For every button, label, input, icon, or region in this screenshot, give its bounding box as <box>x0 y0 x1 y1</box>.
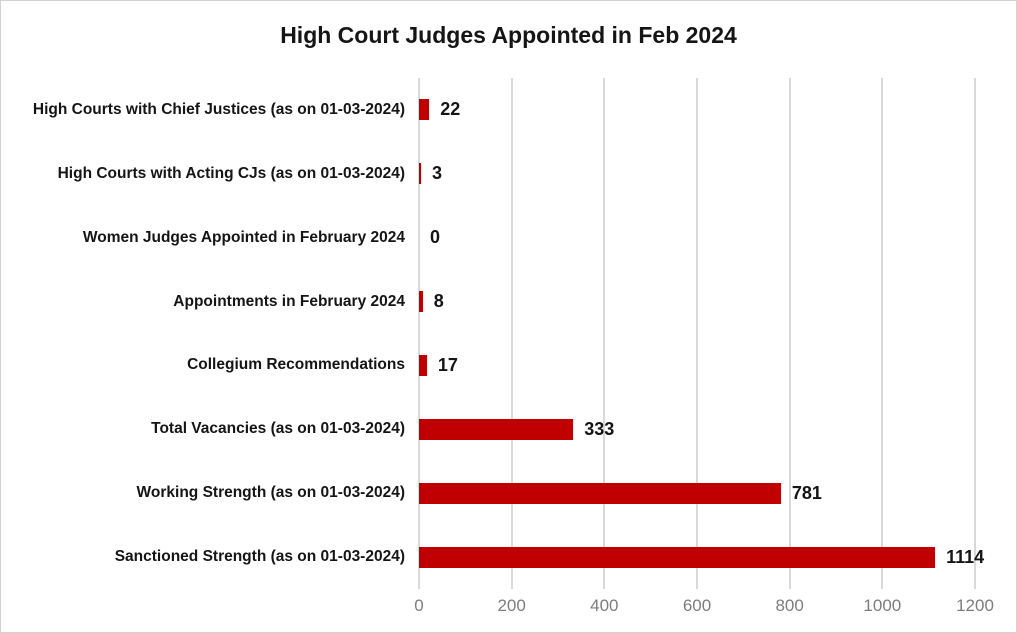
category-label: Sanctioned Strength (as on 01-03-2024) <box>114 548 405 566</box>
bar <box>419 99 430 121</box>
chart-title: High Court Judges Appointed in Feb 2024 <box>280 22 737 48</box>
data-label: 0 <box>430 227 441 248</box>
x-axis-tick-label: 1200 <box>956 596 994 615</box>
bar <box>419 291 423 313</box>
gridline <box>510 78 513 589</box>
category-label: Collegium Recommendations <box>187 356 405 374</box>
category-label: Appointments in February 2024 <box>173 292 405 310</box>
x-axis-tick-label: 800 <box>775 596 804 615</box>
gridline <box>974 78 976 589</box>
bar <box>419 163 421 185</box>
gridline <box>603 78 606 589</box>
data-label: 17 <box>437 354 458 375</box>
x-axis-tick-label: 1000 <box>863 596 902 615</box>
category-label: Working Strength (as on 01-03-2024) <box>136 484 405 502</box>
x-axis-tick-label: 400 <box>590 596 619 615</box>
x-axis-tick-label: 600 <box>682 596 712 615</box>
x-axis-tick-label: 200 <box>497 596 526 615</box>
data-label: 22 <box>440 99 461 120</box>
bar <box>419 418 574 440</box>
bar <box>419 546 936 568</box>
data-label: 1114 <box>946 546 985 567</box>
data-label: 3 <box>432 163 443 184</box>
category-label: High Courts with Chief Justices (as on 0… <box>32 100 405 118</box>
bar <box>419 482 781 504</box>
data-label: 781 <box>791 482 822 503</box>
gridline <box>881 78 884 589</box>
y-axis-line <box>418 78 420 589</box>
category-label: Women Judges Appointed in February 2024 <box>82 228 405 246</box>
category-label: Total Vacancies (as on 01-03-2024) <box>151 420 405 438</box>
gridline <box>696 78 698 589</box>
bar <box>419 354 427 376</box>
data-label: 333 <box>584 418 615 439</box>
category-label: High Courts with Acting CJs (as on 01-03… <box>57 164 405 182</box>
data-label: 8 <box>433 291 444 312</box>
gridline <box>788 78 791 589</box>
x-axis-tick-label: 0 <box>414 596 424 615</box>
